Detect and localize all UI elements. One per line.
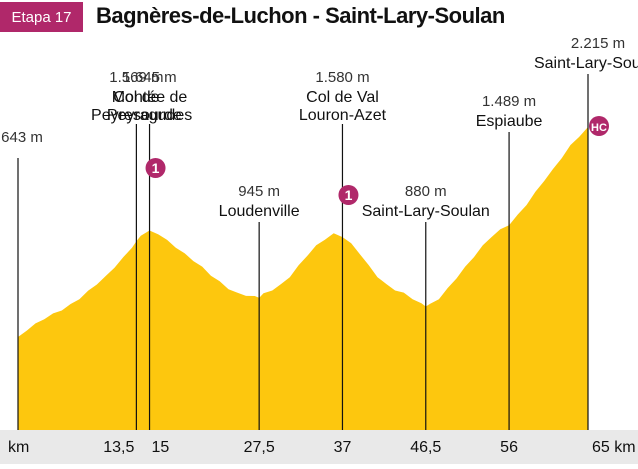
altitude-label: 945 m: [238, 183, 280, 200]
place-name-label: Loudenville: [219, 203, 300, 220]
altitude-label: 2.215 m: [571, 35, 625, 52]
place-name-label: Peyresourde: [91, 107, 182, 124]
x-tick-label: 46,5: [410, 439, 441, 456]
x-axis-band: [0, 430, 638, 464]
x-axis-label: km: [8, 439, 29, 456]
climb-category-badge: [589, 116, 609, 136]
place-name-label: Col de Val: [306, 89, 379, 106]
altitude-label: 1.489 m: [482, 93, 536, 110]
x-tick-label: 27,5: [244, 439, 275, 456]
x-tick-label: 13,5: [103, 439, 134, 456]
climb-category-label: HC: [591, 122, 607, 134]
elevation-profile-area: [18, 127, 588, 430]
stage-badge: Etapa 17: [0, 2, 83, 32]
place-name-label: Peyragudes: [107, 107, 192, 124]
x-tick-label: 56: [500, 439, 518, 456]
altitude-label: 1.580 m: [315, 69, 369, 86]
x-tick-label: 15: [152, 439, 170, 456]
altitude-label: 643 m: [1, 129, 43, 146]
altitude-label: 1.645 m: [122, 69, 176, 86]
place-name-label: Saint-Lary-Soulan: [362, 203, 490, 220]
place-name-label: Louron-Azet: [299, 107, 387, 124]
stage-label: Etapa 17: [11, 8, 72, 26]
altitude-label: 880 m: [405, 183, 447, 200]
x-tick-label: 65 km: [592, 439, 636, 456]
x-tick-label: 37: [334, 439, 352, 456]
climb-category-label: 1: [345, 187, 353, 203]
climb-category-badge: [338, 185, 359, 205]
place-name-label: Montée de: [112, 89, 188, 106]
place-name-label: Saint-Lary-Soulan: [534, 55, 638, 72]
climb-category-label: 1: [152, 160, 160, 176]
altitude-label: 1.569 m: [109, 69, 163, 86]
page-title: Bagnères-de-Luchon - Saint-Lary-Soulan: [96, 3, 505, 28]
climb-category-badge: [145, 158, 166, 178]
place-name-label: Espiaube: [476, 113, 543, 130]
place-name-label: Col de: [113, 89, 159, 106]
